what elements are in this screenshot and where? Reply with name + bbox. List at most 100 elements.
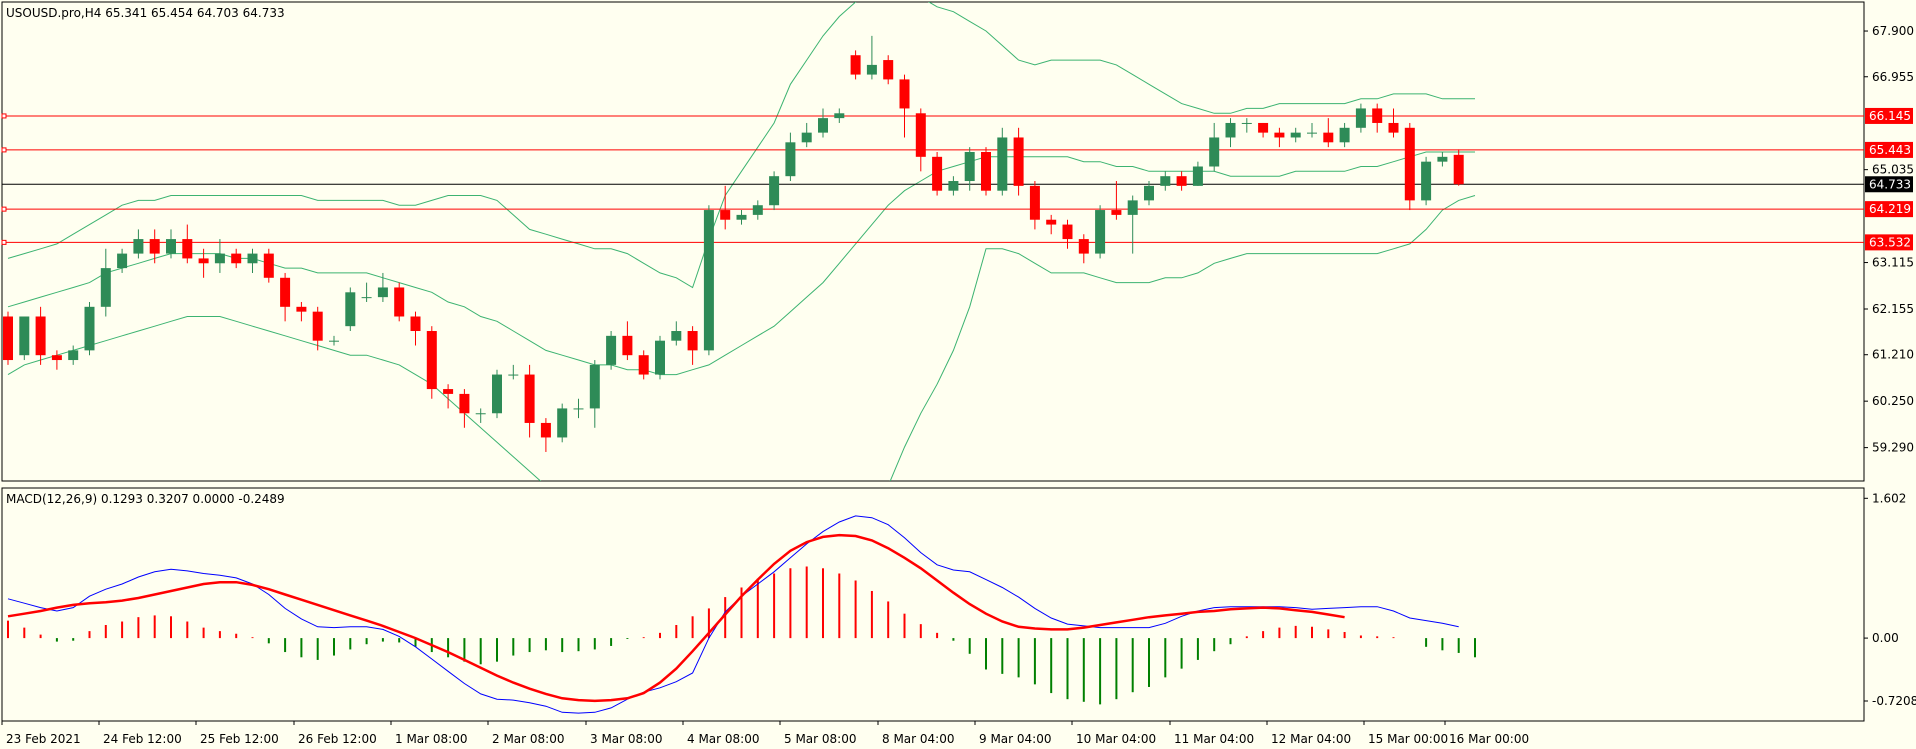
macd-panel-frame bbox=[1, 487, 1865, 722]
candle-bear bbox=[263, 253, 274, 278]
candle-bull bbox=[1307, 132, 1317, 134]
x-tick-label: 26 Feb 12:00 bbox=[298, 732, 377, 746]
level-line-handle bbox=[1, 239, 7, 245]
candle-bull bbox=[100, 268, 111, 307]
candle-bear bbox=[1388, 122, 1399, 133]
macd-tick-label: 0.00 bbox=[1872, 631, 1899, 645]
candle-bull bbox=[247, 253, 258, 264]
candle-bear bbox=[1062, 224, 1073, 240]
candle-bull bbox=[769, 176, 780, 206]
candle-bear bbox=[410, 316, 421, 332]
candle-bull bbox=[1095, 210, 1106, 254]
candle-bull bbox=[84, 306, 95, 351]
candle-bull bbox=[68, 350, 79, 361]
level-price-tag bbox=[1865, 201, 1913, 218]
candle-bull bbox=[964, 151, 975, 182]
level-line-handle bbox=[1, 147, 7, 153]
x-tick-label: 15 Mar 00:00 bbox=[1368, 732, 1448, 746]
candle-bear bbox=[51, 355, 62, 361]
price-tick-label: 66.955 bbox=[1872, 70, 1914, 84]
candle-bear bbox=[182, 239, 193, 259]
candle-bear bbox=[720, 210, 731, 220]
price-tick-label: 63.115 bbox=[1872, 256, 1914, 270]
candle-bear bbox=[540, 422, 551, 438]
candle-bear bbox=[524, 374, 535, 423]
macd-tick-label: -0.7208 bbox=[1872, 694, 1916, 708]
candle-bear bbox=[198, 258, 209, 264]
candle-bear bbox=[638, 355, 649, 375]
candle-bull bbox=[475, 413, 486, 415]
candle-bear bbox=[899, 79, 910, 109]
candle-bear bbox=[459, 393, 470, 414]
candle-bull bbox=[1160, 176, 1171, 186]
candle-bull bbox=[1192, 166, 1203, 186]
x-tick-label: 8 Mar 04:00 bbox=[882, 732, 955, 746]
candle-bull bbox=[736, 214, 747, 220]
candle-bull bbox=[166, 239, 176, 254]
x-tick-label: 24 Feb 12:00 bbox=[103, 732, 182, 746]
candle-bull bbox=[133, 239, 144, 254]
x-tick-label: 9 Mar 04:00 bbox=[979, 732, 1052, 746]
candle-bull bbox=[214, 253, 225, 264]
candle-bull bbox=[606, 335, 617, 365]
x-tick-label: 1 Mar 08:00 bbox=[395, 732, 468, 746]
x-tick-label: 12 Mar 04:00 bbox=[1271, 732, 1351, 746]
price-tick-label: 62.155 bbox=[1872, 302, 1914, 316]
macd-plot bbox=[7, 515, 1476, 714]
candle-bull bbox=[1421, 161, 1432, 201]
candle-bear bbox=[883, 60, 894, 80]
candle-bear bbox=[981, 151, 991, 191]
candle-bear bbox=[149, 239, 160, 254]
x-tick-label: 25 Feb 12:00 bbox=[200, 732, 279, 746]
x-tick-label: 16 Mar 00:00 bbox=[1449, 732, 1529, 746]
candle-bear bbox=[687, 331, 698, 351]
candle-bull bbox=[818, 118, 828, 133]
level-price-tag bbox=[1865, 107, 1913, 124]
price-tick-label: 59.290 bbox=[1872, 441, 1914, 455]
level-price-tag bbox=[1865, 176, 1913, 193]
candle-bull bbox=[361, 297, 372, 299]
candle-bull bbox=[866, 64, 877, 75]
x-tick-label: 5 Mar 08:00 bbox=[784, 732, 857, 746]
level-price-tag-label: 63.532 bbox=[1869, 235, 1911, 249]
level-price-tag-label: 66.145 bbox=[1869, 109, 1911, 123]
candle-bear bbox=[231, 253, 242, 264]
candle-bull bbox=[671, 331, 682, 341]
candle-bear bbox=[1013, 137, 1024, 186]
x-tick-label: 11 Mar 04:00 bbox=[1174, 732, 1254, 746]
candle-bull bbox=[1209, 137, 1220, 167]
candle-bull bbox=[785, 142, 796, 177]
candle-bull bbox=[834, 113, 845, 119]
candle-bull bbox=[377, 287, 388, 298]
candle-bull bbox=[1127, 200, 1138, 215]
price-tick-label: 67.900 bbox=[1872, 24, 1914, 38]
candle-bear bbox=[1372, 108, 1383, 123]
candle-bear bbox=[1078, 239, 1089, 254]
candle-bull bbox=[1241, 122, 1252, 124]
candle-bull bbox=[752, 205, 763, 215]
candle-bear bbox=[1258, 122, 1269, 133]
x-tick-label: 2 Mar 08:00 bbox=[492, 732, 565, 746]
candle-bull bbox=[589, 364, 600, 409]
candle-bear bbox=[426, 331, 437, 390]
candle-bull bbox=[329, 340, 339, 342]
level-price-tag bbox=[1865, 234, 1913, 251]
candle-bear bbox=[915, 113, 926, 157]
macd-tick-label: 1.602 bbox=[1872, 491, 1906, 505]
price-tick-label: 61.210 bbox=[1872, 348, 1914, 362]
price-tick-label: 60.250 bbox=[1872, 394, 1914, 408]
candle-bear bbox=[443, 389, 454, 394]
candle-bull bbox=[117, 253, 128, 269]
candle-bull bbox=[948, 181, 959, 191]
x-tick-label: 3 Mar 08:00 bbox=[590, 732, 663, 746]
candle-bull bbox=[1437, 156, 1448, 162]
candle-bear bbox=[932, 156, 943, 191]
level-line-handle bbox=[1, 113, 7, 119]
candle-bull bbox=[19, 316, 30, 356]
candle-bear bbox=[1453, 154, 1464, 185]
x-tick-label: 10 Mar 04:00 bbox=[1076, 732, 1156, 746]
bollinger-lower-line bbox=[7, 195, 1476, 481]
level-line-handle bbox=[1, 206, 7, 212]
